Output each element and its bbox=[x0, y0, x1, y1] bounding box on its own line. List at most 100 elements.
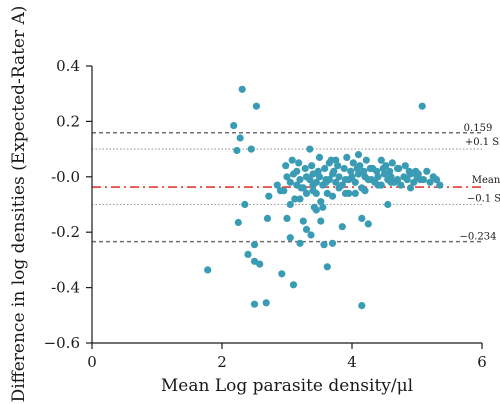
data-point bbox=[348, 173, 356, 181]
data-point bbox=[263, 214, 272, 222]
data-point bbox=[362, 156, 370, 164]
data-point bbox=[364, 220, 372, 228]
data-point bbox=[406, 184, 415, 192]
data-point bbox=[332, 156, 340, 164]
data-point bbox=[354, 151, 363, 159]
data-point bbox=[332, 178, 340, 186]
data-point bbox=[322, 176, 330, 184]
data-point bbox=[377, 181, 385, 189]
data-point bbox=[293, 167, 301, 175]
data-point bbox=[283, 214, 291, 222]
x-axis-label: Mean Log parasite density/μl bbox=[161, 376, 413, 396]
data-point bbox=[356, 162, 364, 170]
data-point bbox=[295, 159, 303, 167]
data-point bbox=[343, 153, 351, 161]
data-point bbox=[361, 173, 369, 181]
data-point bbox=[299, 217, 307, 225]
scatter-points bbox=[204, 85, 444, 310]
data-point bbox=[369, 164, 377, 173]
data-point bbox=[374, 173, 382, 181]
data-point bbox=[405, 167, 413, 175]
data-point bbox=[338, 181, 346, 189]
data-point bbox=[345, 189, 353, 197]
data-point bbox=[241, 200, 249, 209]
data-point bbox=[328, 192, 337, 200]
data-point bbox=[286, 178, 294, 186]
data-point bbox=[273, 181, 281, 189]
x-tick-label: 2 bbox=[217, 353, 227, 371]
data-point bbox=[265, 192, 273, 200]
y-tick-label: 0.4 bbox=[56, 57, 80, 75]
data-point bbox=[367, 176, 376, 184]
data-point bbox=[382, 162, 390, 170]
data-point bbox=[358, 302, 366, 310]
data-point bbox=[307, 231, 315, 239]
data-point bbox=[315, 173, 324, 181]
axes bbox=[91, 66, 482, 344]
data-point bbox=[308, 162, 316, 170]
x-tick-label: 4 bbox=[347, 353, 357, 371]
data-point bbox=[432, 176, 441, 184]
data-point bbox=[233, 146, 241, 155]
data-point bbox=[296, 239, 304, 247]
data-point bbox=[306, 145, 314, 153]
data-point bbox=[252, 102, 260, 110]
y-tick-label: -0.4 bbox=[51, 279, 80, 297]
data-point bbox=[293, 181, 301, 189]
data-point bbox=[302, 173, 311, 181]
data-point bbox=[296, 176, 304, 184]
data-point bbox=[412, 167, 420, 175]
x-tick-label: 6 bbox=[477, 353, 487, 371]
data-point bbox=[296, 195, 304, 203]
data-point bbox=[320, 241, 328, 249]
data-point bbox=[338, 223, 346, 231]
data-point bbox=[330, 167, 338, 175]
data-point bbox=[204, 266, 212, 274]
data-point bbox=[282, 162, 290, 170]
data-point bbox=[280, 187, 288, 195]
data-point bbox=[299, 184, 307, 192]
data-point bbox=[250, 241, 259, 249]
data-point bbox=[302, 225, 311, 233]
data-point bbox=[335, 173, 343, 181]
data-point bbox=[423, 167, 431, 175]
data-point bbox=[283, 173, 291, 181]
data-point bbox=[291, 195, 299, 203]
data-point bbox=[387, 173, 395, 181]
data-point bbox=[360, 167, 368, 175]
data-point bbox=[419, 176, 428, 184]
data-point bbox=[247, 145, 255, 153]
data-point bbox=[340, 164, 348, 173]
data-point bbox=[289, 281, 298, 289]
data-point bbox=[317, 217, 325, 225]
data-point bbox=[286, 234, 294, 242]
ref-label-minus-sd: −0.1 SD bbox=[467, 194, 500, 205]
data-point bbox=[341, 176, 350, 184]
data-point bbox=[238, 85, 246, 93]
y-tick-label: −0.6 bbox=[44, 334, 80, 352]
data-point bbox=[314, 167, 322, 175]
data-point bbox=[384, 200, 392, 209]
data-point bbox=[302, 189, 311, 197]
ticks: 0 2 4 6 0.4 0.2 -0.0 -0.2 -0.4 −0.6 bbox=[44, 57, 487, 371]
data-point bbox=[288, 156, 296, 164]
data-point bbox=[351, 189, 359, 197]
data-point bbox=[328, 239, 337, 247]
data-point bbox=[312, 178, 320, 186]
x-tick-label: 0 bbox=[87, 353, 97, 371]
ref-label-upper-limit: 0.159 bbox=[464, 123, 493, 134]
data-point bbox=[250, 257, 259, 265]
data-point bbox=[393, 176, 402, 184]
data-point bbox=[410, 178, 418, 186]
data-point bbox=[323, 263, 331, 271]
data-point bbox=[388, 159, 396, 167]
data-point bbox=[400, 173, 408, 181]
data-point bbox=[301, 164, 309, 173]
ref-label-lower-limit: −0.234 bbox=[459, 232, 496, 243]
ref-label-mean: Mean bbox=[472, 175, 500, 186]
ref-label-plus-sd: +0.1 SD bbox=[465, 137, 500, 148]
data-point bbox=[278, 270, 286, 278]
data-point bbox=[358, 214, 366, 222]
data-point bbox=[397, 181, 405, 189]
